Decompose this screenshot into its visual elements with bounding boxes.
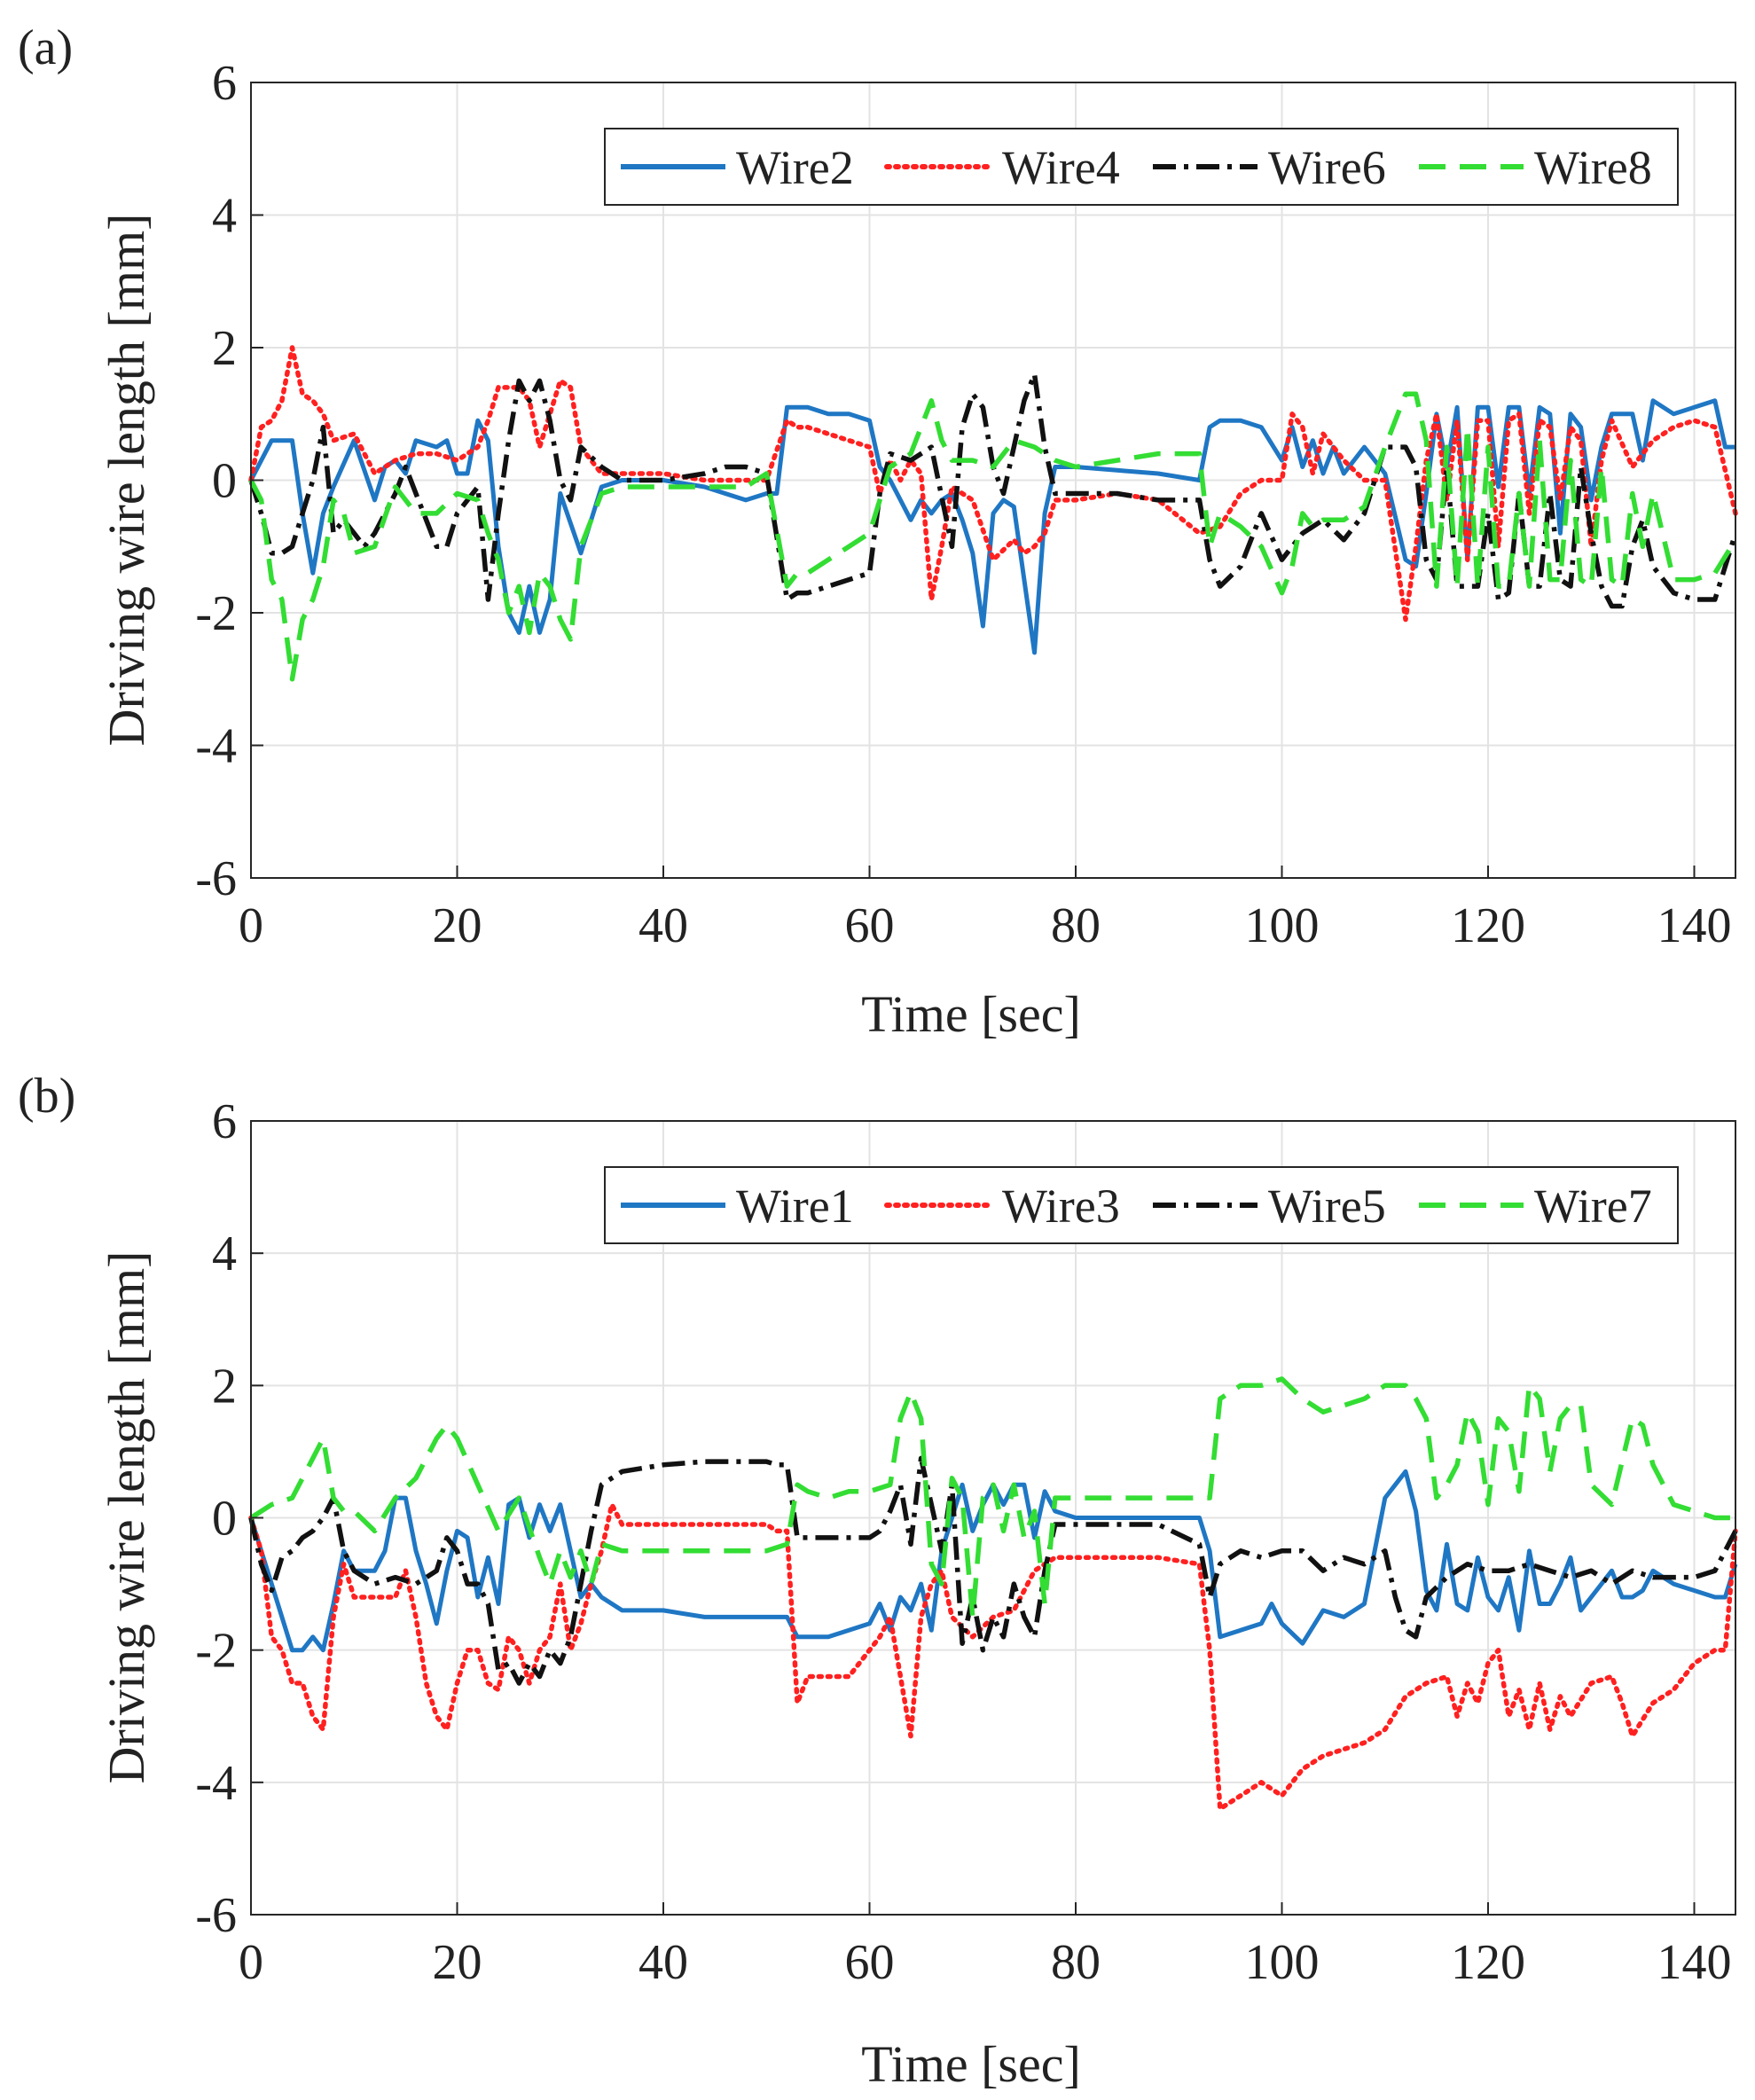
tick-labels: 0 20 40 60 80 100 120 140 -6 -4 -2 0 2 4 6 xyxy=(195,1094,1731,1990)
x-tick-label: 20 xyxy=(433,898,482,953)
x-tick-label: 120 xyxy=(1451,1935,1525,1990)
x-tick-label: 40 xyxy=(639,898,688,953)
y-tick-label: -4 xyxy=(195,719,237,774)
y-axis-label: Driving wire length [mm] xyxy=(98,214,155,747)
y-tick-label: 0 xyxy=(212,454,237,509)
x-tick-label: 0 xyxy=(239,898,263,953)
legend-label-wire1: Wire1 xyxy=(736,1179,854,1233)
panel-label: (b) xyxy=(18,1069,75,1124)
x-tick-label: 0 xyxy=(239,1935,263,1990)
legend-label-wire2: Wire2 xyxy=(736,141,854,194)
legend-label-wire3: Wire3 xyxy=(1002,1179,1120,1233)
legend-label-wire5: Wire5 xyxy=(1268,1179,1386,1233)
legend-label-wire4: Wire4 xyxy=(1002,141,1120,194)
y-axis-label: Driving wire length [mm] xyxy=(98,1251,155,1784)
series-line-wire3 xyxy=(248,1501,1738,1812)
y-tick-label: 4 xyxy=(212,189,237,244)
chart-panel-a: (a) 0 20 40 60 80 100 120 140 -6 -4 -2 0 2 4 6 Time [s… xyxy=(18,20,1738,1043)
series-line-wire8 xyxy=(248,391,1738,682)
legend-label-wire8: Wire8 xyxy=(1534,141,1652,194)
x-tick-label: 60 xyxy=(845,898,895,953)
x-tick-label: 140 xyxy=(1657,1935,1732,1990)
legend-box xyxy=(604,1166,1679,1244)
series-line-wire7 xyxy=(249,1376,1735,1620)
legend-label-wire7: Wire7 xyxy=(1534,1179,1652,1233)
y-tick-label: 4 xyxy=(212,1226,237,1281)
y-tick-label: -6 xyxy=(195,1888,237,1943)
y-tick-label: 2 xyxy=(212,1359,237,1414)
series-lines xyxy=(248,1376,1738,1812)
y-tick-label: 0 xyxy=(212,1492,237,1547)
chart-panel-b: (b) 0 20 40 60 80 100 120 140 -6 -4 -2 0 2 4 6 Time [s… xyxy=(18,1069,1738,2093)
x-tick-label: 80 xyxy=(1051,898,1101,953)
y-tick-label: -4 xyxy=(195,1756,237,1811)
series-line-wire2 xyxy=(248,398,1735,655)
legend-box xyxy=(604,128,1679,206)
legend: Wire1 Wire3 Wire5 Wire7 xyxy=(604,1166,1679,1244)
x-tick-label: 60 xyxy=(845,1935,895,1990)
y-tick-label: -2 xyxy=(195,1624,237,1679)
legend: Wire2 Wire4 Wire6 Wire8 xyxy=(604,128,1679,206)
x-tick-label: 80 xyxy=(1051,1935,1101,1990)
x-axis-label: Time [sec] xyxy=(861,2035,1081,2093)
x-tick-label: 40 xyxy=(639,1935,688,1990)
series-line-wire5 xyxy=(248,1455,1738,1686)
legend-label-wire6: Wire6 xyxy=(1268,141,1386,194)
series-line-wire1 xyxy=(248,1469,1738,1653)
x-tick-label: 140 xyxy=(1657,898,1732,953)
panel-label: (a) xyxy=(18,20,73,75)
x-tick-label: 120 xyxy=(1451,898,1525,953)
x-tick-label: 20 xyxy=(433,1935,482,1990)
series-line-wire4 xyxy=(248,345,1738,623)
x-tick-label: 100 xyxy=(1245,898,1320,953)
tick-labels: 0 20 40 60 80 100 120 140 -6 -4 -2 0 2 4 6 xyxy=(195,56,1731,953)
y-tick-label: -6 xyxy=(195,851,237,906)
x-axis-label: Time [sec] xyxy=(861,985,1081,1043)
y-tick-label: 2 xyxy=(212,321,237,376)
series-line-wire6 xyxy=(248,372,1738,609)
x-tick-label: 100 xyxy=(1245,1935,1320,1990)
y-tick-label: 6 xyxy=(212,56,237,111)
y-tick-label: 6 xyxy=(212,1094,237,1149)
series-lines xyxy=(248,345,1738,682)
y-tick-label: -2 xyxy=(195,586,237,641)
